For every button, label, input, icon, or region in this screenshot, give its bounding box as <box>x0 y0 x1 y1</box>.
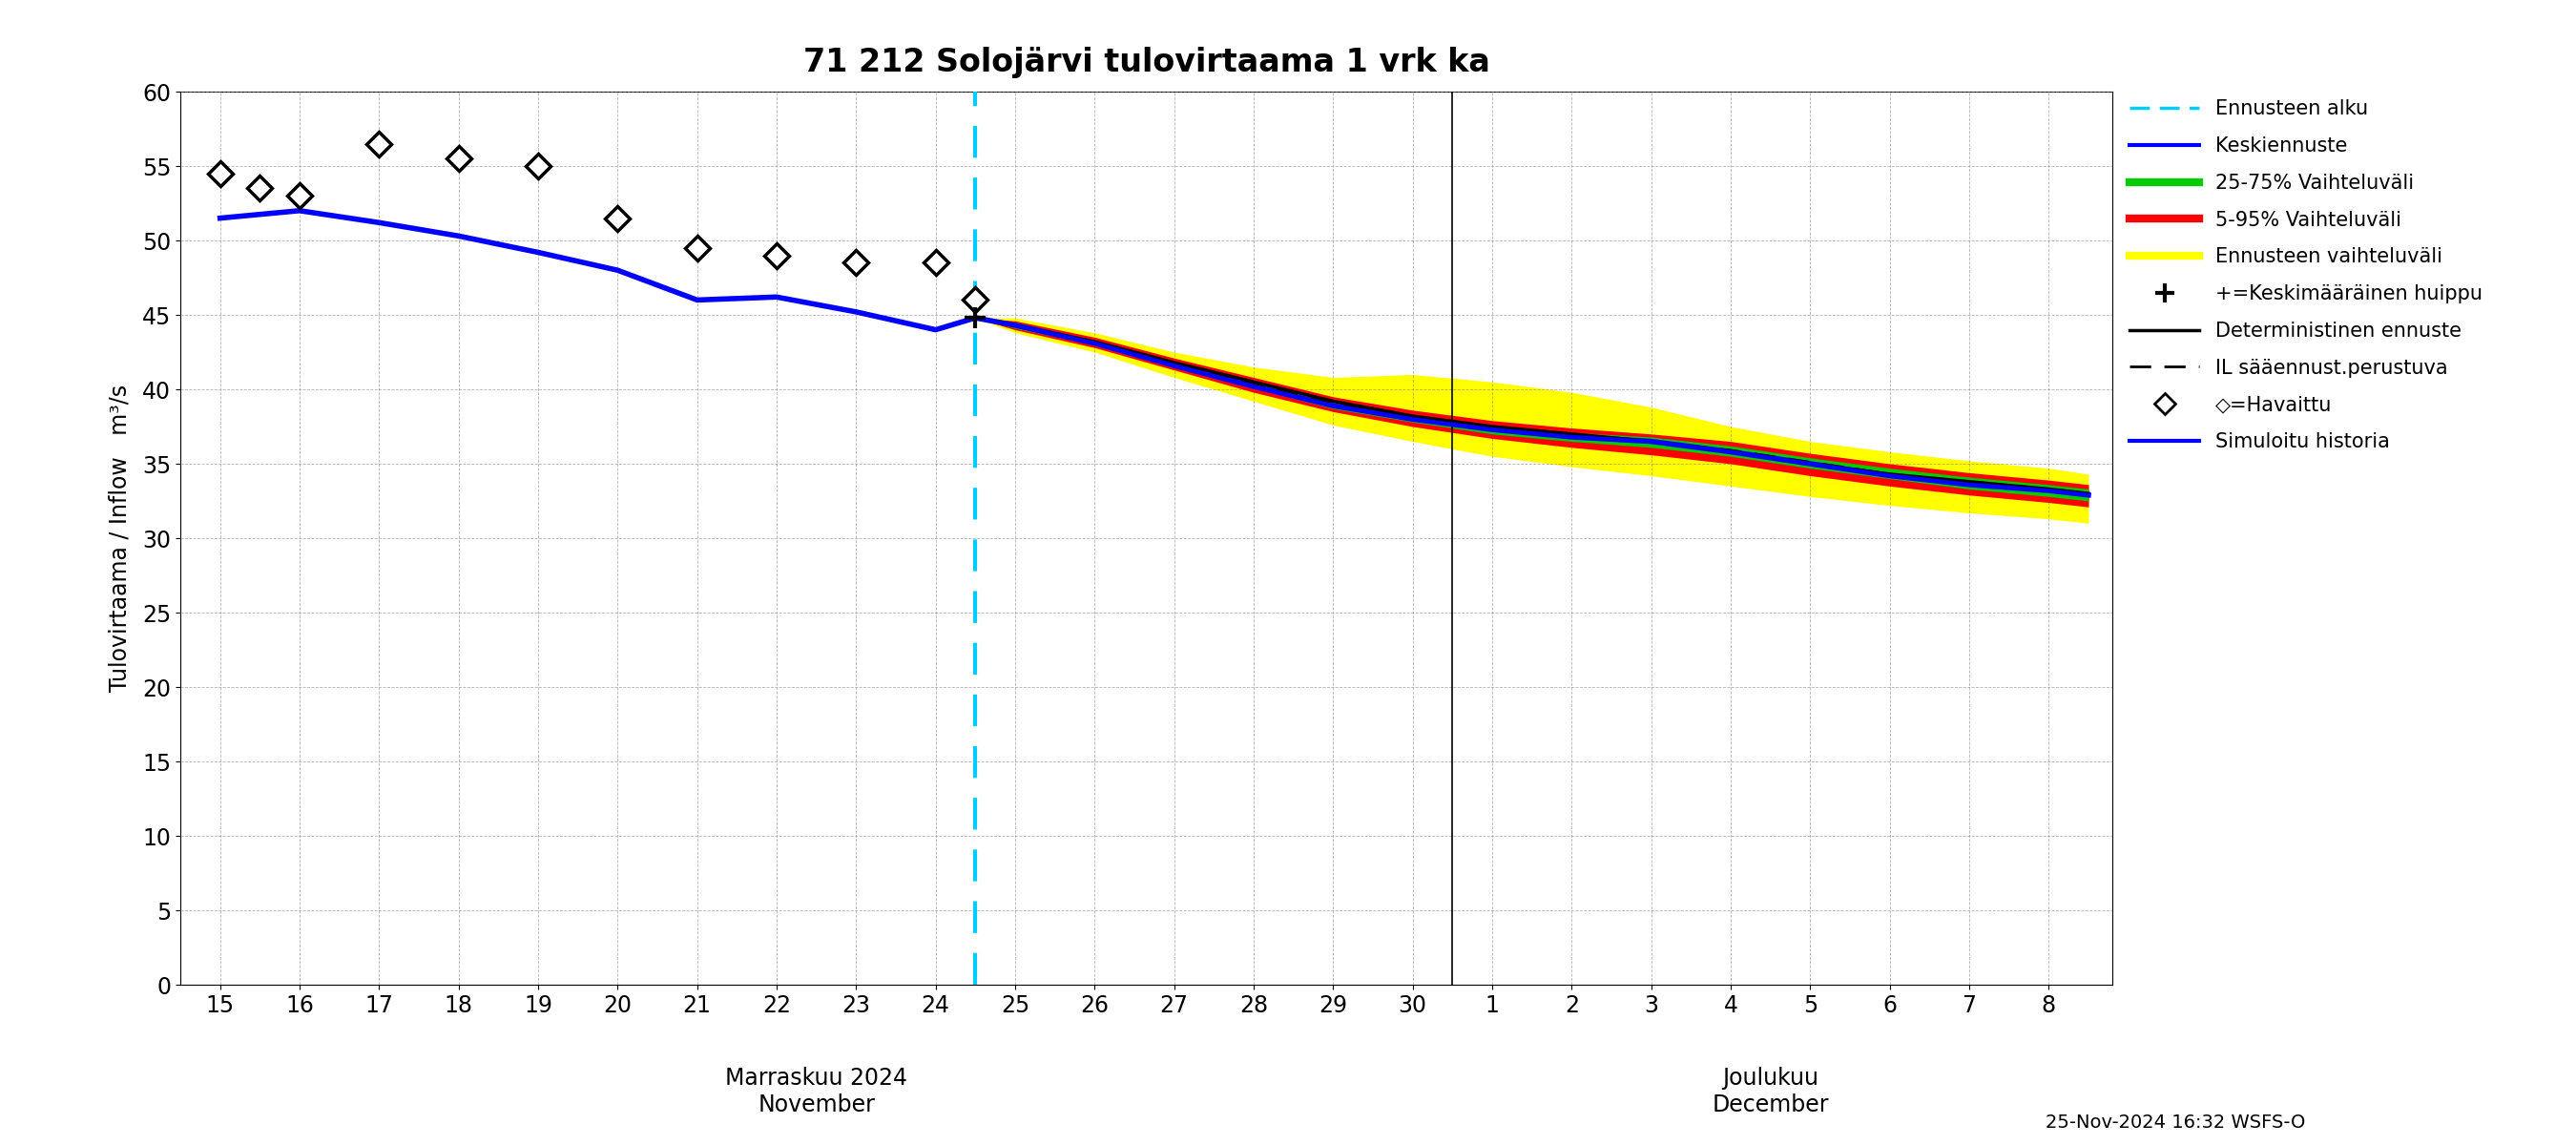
Legend: Ennusteen alku, Keskiennuste, 25-75% Vaihteluväli, 5-95% Vaihteluväli, Ennusteen: Ennusteen alku, Keskiennuste, 25-75% Vai… <box>2123 92 2491 459</box>
Text: 25-Nov-2024 16:32 WSFS-O: 25-Nov-2024 16:32 WSFS-O <box>2045 1113 2306 1131</box>
Text: Marraskuu 2024
November: Marraskuu 2024 November <box>726 1067 907 1116</box>
Y-axis label: Tulovirtaama / Inflow   m³/s: Tulovirtaama / Inflow m³/s <box>108 385 131 692</box>
Title: 71 212 Solojärvi tulovirtaama 1 vrk ka: 71 212 Solojärvi tulovirtaama 1 vrk ka <box>804 47 1489 78</box>
Text: Joulukuu
December: Joulukuu December <box>1713 1067 1829 1116</box>
